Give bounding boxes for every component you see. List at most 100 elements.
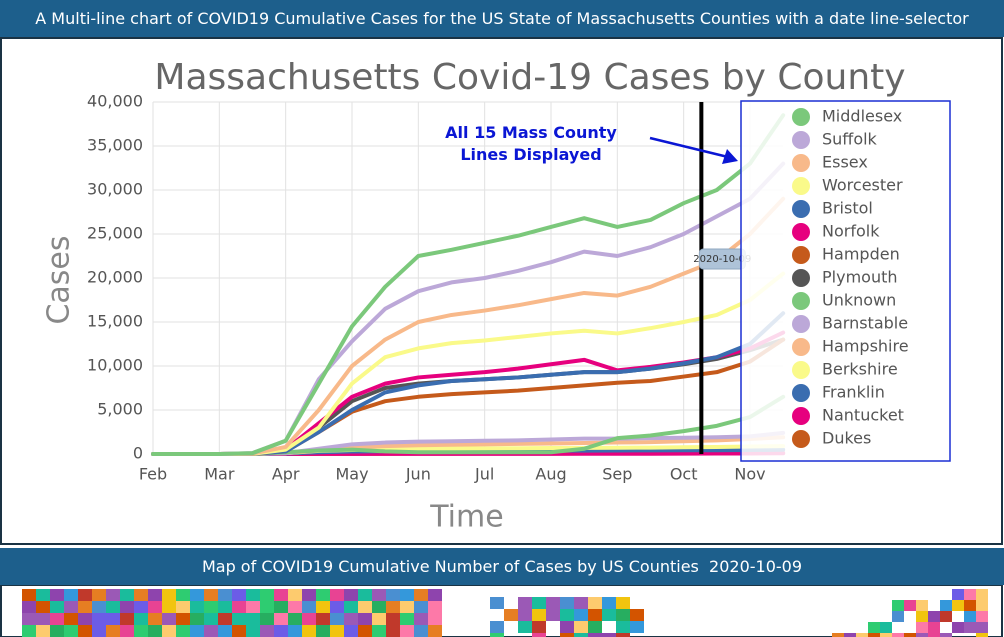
- map-county: [232, 625, 246, 637]
- map-county: [428, 589, 442, 601]
- map-county: [92, 613, 106, 625]
- map-county: [260, 613, 274, 625]
- map-county: [190, 589, 204, 601]
- legend-box: [740, 100, 951, 462]
- map-county: [22, 589, 36, 601]
- map-county: [78, 613, 92, 625]
- map-county: [358, 613, 372, 625]
- map-county: [176, 625, 190, 637]
- map-county: [218, 601, 232, 613]
- map-county: [856, 633, 868, 637]
- x-tick-label: May: [335, 465, 368, 484]
- map-county: [106, 589, 120, 601]
- map-county: [162, 601, 176, 613]
- map-county: [274, 625, 288, 637]
- map-county: [120, 625, 134, 637]
- map-county: [952, 600, 964, 611]
- map-county: [560, 633, 574, 637]
- map-county: [400, 613, 414, 625]
- legend-marker: [792, 384, 810, 402]
- map-county: [868, 622, 880, 633]
- map-county: [868, 633, 880, 637]
- legend-marker: [792, 177, 810, 195]
- map-county: [22, 613, 36, 625]
- map-county: [274, 589, 288, 601]
- annotation-arrowhead: [722, 149, 738, 164]
- map-county: [372, 589, 386, 601]
- map-county: [616, 633, 630, 637]
- map-county: [148, 625, 162, 637]
- map-county: [148, 589, 162, 601]
- map-county: [940, 633, 952, 637]
- map-county: [64, 589, 78, 601]
- x-tick-label: Oct: [670, 465, 698, 484]
- map-county: [916, 611, 928, 622]
- map-county: [162, 613, 176, 625]
- map-county: [832, 633, 844, 637]
- map-county: [36, 589, 50, 601]
- map-county: [616, 621, 630, 633]
- map-county: [50, 601, 64, 613]
- map-county: [892, 633, 904, 637]
- map-county: [588, 621, 602, 633]
- map-county: [134, 625, 148, 637]
- x-tick-label: Mar: [204, 465, 235, 484]
- legend-marker: [792, 154, 810, 172]
- map-county: [490, 621, 504, 633]
- map-county: [976, 633, 988, 637]
- map-county: [246, 613, 260, 625]
- map-county: [50, 589, 64, 601]
- map-county: [976, 600, 988, 611]
- map-county: [120, 589, 134, 601]
- legend-label: Berkshire: [822, 360, 898, 379]
- map-county: [36, 625, 50, 637]
- map-county: [330, 589, 344, 601]
- map-county: [892, 611, 904, 622]
- map-county: [134, 613, 148, 625]
- map-county: [928, 622, 940, 633]
- map-county: [274, 601, 288, 613]
- map-county: [928, 611, 940, 622]
- map-county: [330, 601, 344, 613]
- map-county: [274, 613, 288, 625]
- legend-marker: [792, 200, 810, 218]
- map-county: [532, 597, 546, 609]
- map-county: [50, 625, 64, 637]
- map-county: [36, 601, 50, 613]
- map-county: [288, 589, 302, 601]
- map-county: [302, 613, 316, 625]
- map-county: [630, 621, 644, 633]
- map-county: [546, 609, 560, 621]
- map-county: [190, 625, 204, 637]
- map-county: [204, 589, 218, 601]
- map-county: [588, 633, 602, 637]
- map-county: [288, 601, 302, 613]
- map-county: [316, 625, 330, 637]
- map-county: [106, 613, 120, 625]
- map-county: [574, 597, 588, 609]
- map-county: [78, 625, 92, 637]
- map-county: [204, 613, 218, 625]
- header-title: A Multi-line chart of COVID19 Cumulative…: [0, 0, 1004, 37]
- map-county: [588, 597, 602, 609]
- map-county: [330, 625, 344, 637]
- map-county: [246, 601, 260, 613]
- map-county: [602, 597, 616, 609]
- map-county: [428, 625, 442, 637]
- x-tick-label: Aug: [535, 465, 566, 484]
- map-county: [190, 601, 204, 613]
- map-county: [92, 625, 106, 637]
- map-county: [260, 625, 274, 637]
- y-tick-label: 30,000: [87, 180, 143, 199]
- map-county: [880, 622, 892, 633]
- x-tick-label: Jul: [474, 465, 494, 484]
- map-county: [560, 597, 574, 609]
- y-tick-label: 20,000: [87, 268, 143, 287]
- legend-marker: [792, 292, 810, 310]
- x-tick-label: Nov: [734, 465, 765, 484]
- map-county: [976, 611, 988, 622]
- legend-marker: [792, 338, 810, 356]
- map-county: [288, 613, 302, 625]
- legend-marker: [792, 131, 810, 149]
